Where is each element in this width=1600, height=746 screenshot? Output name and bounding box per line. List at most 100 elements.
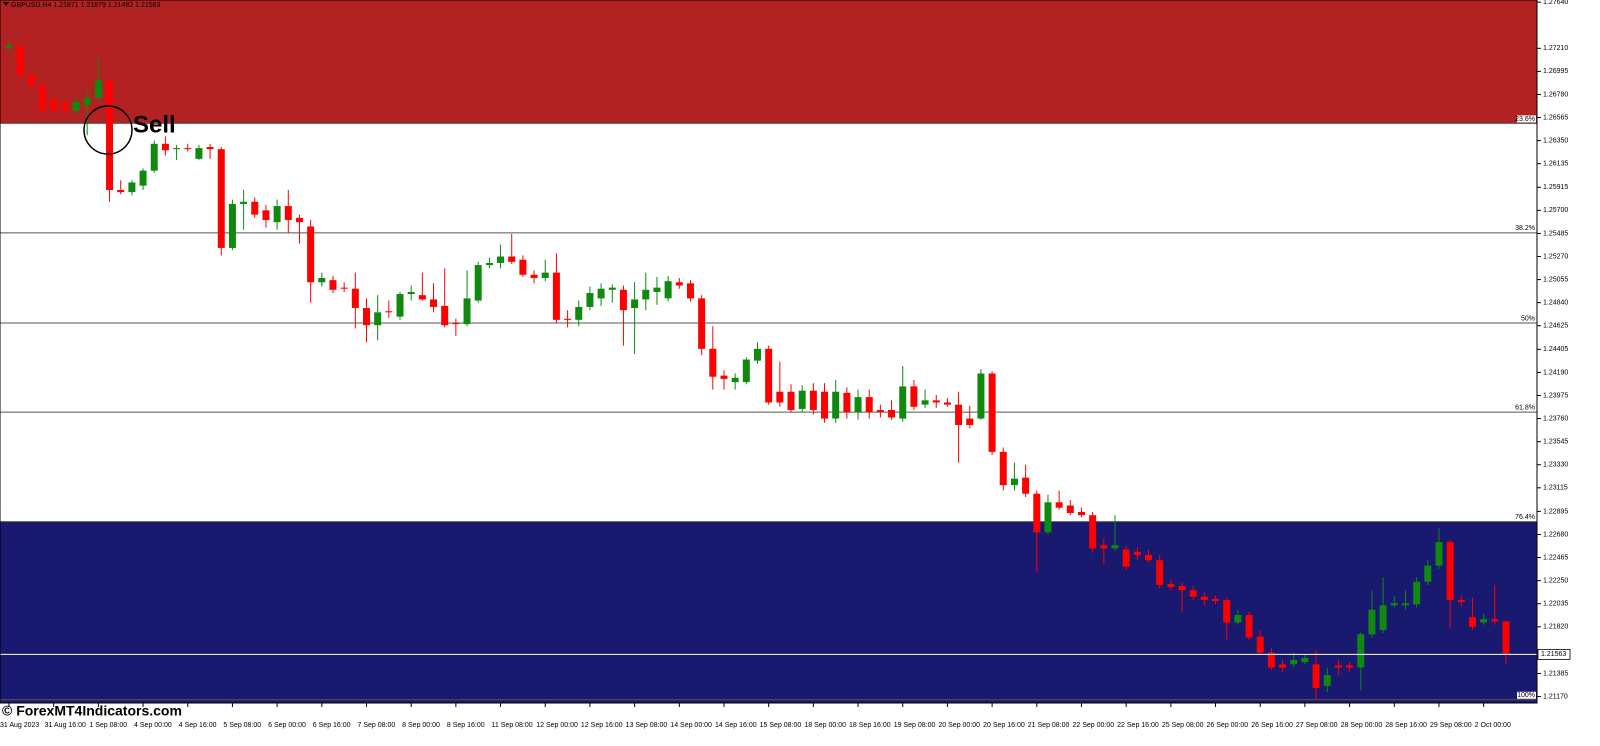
sell-circle <box>83 105 133 155</box>
candle-body <box>1212 598 1220 602</box>
candle-body <box>798 390 806 409</box>
y-tick-label: 1.26995 <box>1543 68 1568 75</box>
candle-body <box>865 397 873 413</box>
x-tick-label: 25 Sep 08:00 <box>1162 722 1204 729</box>
y-tick-label: 1.22680 <box>1543 531 1568 538</box>
candle-body <box>698 298 706 349</box>
candle-body <box>1267 652 1275 668</box>
y-tick-label: 1.24840 <box>1543 300 1568 307</box>
candle-body <box>1301 657 1309 663</box>
candle-body <box>117 189 125 193</box>
candle-body <box>1457 599 1465 603</box>
candle-body <box>586 293 594 307</box>
candle-body <box>642 289 650 300</box>
x-tick-label: 18 Sep 00:00 <box>804 722 846 729</box>
candle-body <box>1357 634 1365 668</box>
candle-body <box>519 259 527 275</box>
candle-body <box>5 46 13 49</box>
candle-body <box>441 305 449 326</box>
lower-zone <box>0 521 1537 703</box>
y-tick-label: 1.26565 <box>1543 114 1568 121</box>
y-tick-label: 1.26780 <box>1543 91 1568 98</box>
x-tick-label: 19 Sep 08:00 <box>894 722 936 729</box>
candle-body <box>1223 599 1231 623</box>
candle-body <box>396 294 404 317</box>
candle-body <box>1334 665 1342 668</box>
candle-body <box>709 348 717 377</box>
candle-body <box>273 206 281 223</box>
last-price-label: 1.21563 <box>1541 651 1566 658</box>
candle-body <box>899 386 907 419</box>
candle-body <box>921 400 929 405</box>
y-tick-label: 1.23760 <box>1543 415 1568 422</box>
y-tick-label: 1.25915 <box>1543 184 1568 191</box>
level-label-bg <box>1517 404 1536 412</box>
candle-body <box>161 143 169 151</box>
candle-body <box>240 201 248 204</box>
y-tick-label: 1.25270 <box>1543 253 1568 260</box>
candle-body <box>1468 617 1476 627</box>
candle-body <box>418 295 426 300</box>
candle-body <box>1044 502 1052 533</box>
candle-body <box>284 206 292 221</box>
candle-body <box>83 97 91 106</box>
candle-body <box>1401 603 1409 606</box>
candle-body <box>1055 502 1063 508</box>
candle-body <box>430 299 438 307</box>
x-tick-label: 2 Oct 00:00 <box>1475 722 1511 729</box>
level-label-bg <box>1517 224 1536 232</box>
x-tick-label: 11 Sep 08:00 <box>492 722 533 729</box>
y-tick-label: 1.23115 <box>1543 485 1568 492</box>
candle-body <box>541 272 549 278</box>
candle-body <box>988 373 996 452</box>
candle-body <box>754 348 761 361</box>
x-tick-label: 12 Sep 00:00 <box>536 722 578 729</box>
x-tick-label: 15 Sep 08:00 <box>760 722 802 729</box>
level-label: 76.4% <box>1515 514 1535 521</box>
x-tick-label: 29 Sep 08:00 <box>1430 722 1472 729</box>
x-tick-label: 13 Sep 08:00 <box>626 722 668 729</box>
candle-body <box>1480 619 1488 623</box>
x-tick-label: 21 Sep 08:00 <box>1028 722 1070 729</box>
y-tick-label: 1.27640 <box>1543 0 1568 6</box>
candle-body <box>876 409 884 413</box>
candle-body <box>295 217 303 223</box>
candle-body <box>1122 549 1130 567</box>
level-label: 100% <box>1517 692 1535 699</box>
x-tick-label: 8 Sep 16:00 <box>447 722 485 729</box>
candle-body <box>1010 478 1018 486</box>
x-tick-label: 5 Sep 08:00 <box>223 722 261 729</box>
candle-body <box>485 262 493 266</box>
level-label-bg <box>1517 691 1536 699</box>
y-tick-label: 1.22035 <box>1543 601 1568 608</box>
x-tick-label: 4 Sep 16:00 <box>179 722 217 729</box>
y-tick-label: 1.25485 <box>1543 230 1568 237</box>
candle-body <box>452 323 460 325</box>
x-tick-label: 4 Sep 00:00 <box>134 722 172 729</box>
x-tick-label: 6 Sep 00:00 <box>268 722 306 729</box>
candle-body <box>910 386 918 407</box>
candle-body <box>27 75 35 86</box>
annotation: Sell <box>133 111 176 138</box>
candle-body <box>608 287 616 290</box>
candle-body <box>463 298 471 325</box>
candle-body <box>497 256 505 263</box>
candle-body <box>1066 505 1074 514</box>
candle-body <box>1245 614 1253 638</box>
x-tick-label: 6 Sep 16:00 <box>313 722 351 729</box>
level-label: 38.2% <box>1515 225 1535 232</box>
y-tick-label: 1.21820 <box>1543 624 1568 631</box>
x-tick-label: 28 Sep 00:00 <box>1341 722 1383 729</box>
level-label: 61.8% <box>1515 404 1535 411</box>
candle-body <box>351 288 359 309</box>
candle-body <box>1390 603 1398 606</box>
x-tick-label: 20 Sep 16:00 <box>983 722 1025 729</box>
candle-body <box>1077 511 1085 516</box>
candle-body <box>966 418 974 426</box>
zones <box>0 0 1537 703</box>
candle-body <box>318 277 326 283</box>
candle-body <box>1178 586 1186 591</box>
x-tick-label: 14 Sep 00:00 <box>670 722 712 729</box>
x-tick-label: 26 Sep 00:00 <box>1207 722 1249 729</box>
